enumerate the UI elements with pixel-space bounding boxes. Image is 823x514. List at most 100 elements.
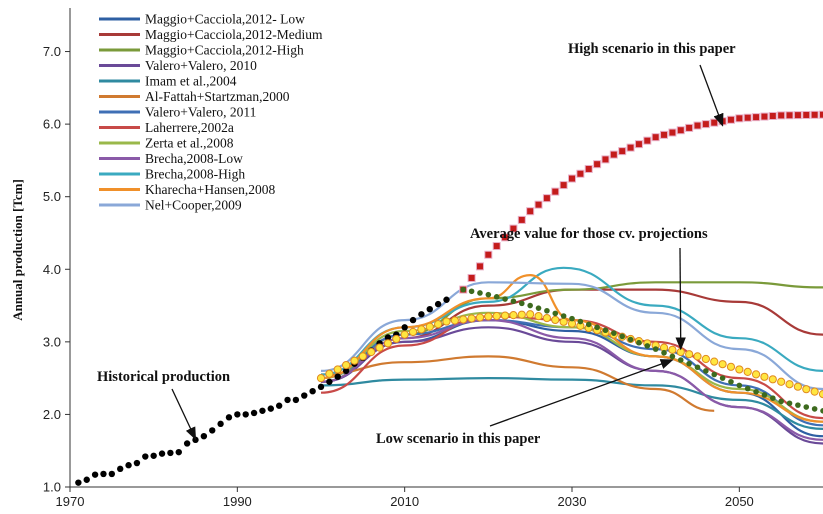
legend-item: Valero+Valero, 2010 [99, 58, 257, 73]
high-scenario-point [676, 126, 685, 135]
y-tick-label: 2.0 [43, 407, 61, 422]
low-scenario-point [619, 333, 625, 340]
low-scenario-point [585, 321, 592, 328]
low-scenario-point [477, 290, 483, 296]
annotation-arrow [171, 388, 197, 441]
average-point [551, 315, 560, 325]
historical-point [242, 411, 249, 418]
legend-item: Brecha,2008-Low [99, 151, 243, 166]
y-axis-label: Annual production [Tcm] [10, 179, 25, 321]
low-scenario-point [753, 388, 759, 395]
legend-item: Kharecha+Hansen,2008 [99, 182, 275, 197]
annotation-text: Average value for those cv. projections [470, 226, 708, 242]
low-scenario-point [552, 310, 559, 317]
historical-point [217, 420, 224, 428]
average-point [417, 325, 426, 334]
average-point [701, 354, 710, 364]
average-point [400, 330, 409, 339]
historical-point [250, 409, 258, 417]
historical-point [209, 427, 216, 434]
historical-point [275, 402, 283, 409]
y-tick-label: 6.0 [43, 117, 61, 132]
historical-point [309, 388, 316, 395]
legend-label: Valero+Valero, 2011 [145, 105, 256, 120]
average-point [509, 311, 518, 320]
low-scenario-point [535, 305, 542, 311]
y-tick-label: 3.0 [43, 334, 61, 349]
axes [69, 8, 823, 488]
average-point [743, 367, 752, 376]
high-scenario-point [760, 112, 769, 121]
historical-point [142, 453, 149, 460]
high-scenario-point [668, 128, 677, 137]
high-scenario-point [492, 242, 501, 251]
legend-label: Imam et al.,2004 [145, 74, 237, 89]
high-scenario-point [609, 150, 618, 159]
historical-point [434, 300, 442, 308]
low-scenario-point [611, 330, 617, 336]
average-point [500, 311, 510, 320]
high-scenario-point [484, 250, 493, 259]
historical-point [426, 305, 433, 313]
high-scenario-point [785, 111, 794, 120]
low-scenario-point [544, 307, 550, 314]
average-point [459, 315, 468, 324]
average-point [475, 313, 485, 322]
low-scenario-point [510, 298, 517, 305]
average-point [777, 377, 786, 386]
average-point [450, 316, 459, 325]
average-point [325, 369, 334, 378]
average-point [693, 352, 702, 361]
high-scenario-point [526, 207, 535, 216]
average-point [718, 360, 727, 369]
average-point [383, 339, 393, 348]
x-tick-label: 1970 [56, 494, 85, 509]
average-point [408, 327, 418, 337]
low-scenario-point [560, 313, 567, 319]
low-scenario-point [493, 294, 500, 300]
series-line-5 [320, 355, 715, 412]
average-point [492, 311, 501, 321]
low-scenario-point [644, 343, 651, 349]
low-scenario-point [728, 378, 734, 385]
low-scenario-point [778, 398, 784, 405]
legend-label: Brecha,2008-Low [145, 151, 243, 166]
average-point [375, 343, 384, 352]
high-scenario-point [634, 140, 643, 149]
average-point [760, 372, 769, 381]
legend-item: Maggio+Cacciola,2012- Low [99, 12, 305, 27]
average-point [367, 347, 376, 357]
high-scenario-point [517, 215, 526, 224]
high-scenario-point [793, 111, 802, 120]
historical-point [292, 396, 300, 404]
low-scenario-point [811, 406, 818, 412]
low-scenario-point [502, 296, 508, 302]
high-scenario-point [693, 121, 702, 130]
average-point [442, 317, 451, 326]
historical-point [409, 316, 417, 324]
high-scenario-point [475, 262, 484, 271]
high-scenario-point [651, 133, 660, 142]
high-scenario-point [660, 130, 669, 139]
annotation-text: Low scenario in this paper [376, 431, 541, 447]
high-scenario-point [810, 110, 819, 119]
historical-point [342, 367, 350, 375]
historical-point [200, 432, 208, 440]
high-scenario-point [618, 147, 627, 156]
historical-point [317, 383, 325, 391]
series-line-4 [320, 376, 823, 430]
low-scenario-point [744, 385, 751, 392]
historical-point [150, 452, 157, 459]
historical-point [301, 392, 308, 399]
high-scenario-point [559, 181, 568, 190]
low-scenario-point [770, 395, 776, 401]
low-scenario-point [602, 327, 609, 334]
high-scenario-point [777, 111, 786, 120]
historical-point [334, 373, 341, 380]
historical-point [75, 479, 82, 486]
average-point [534, 312, 543, 321]
y-tick-label: 4.0 [43, 262, 61, 277]
legend-item: Laherrere,2002a [99, 120, 234, 135]
historical-point [158, 450, 166, 457]
